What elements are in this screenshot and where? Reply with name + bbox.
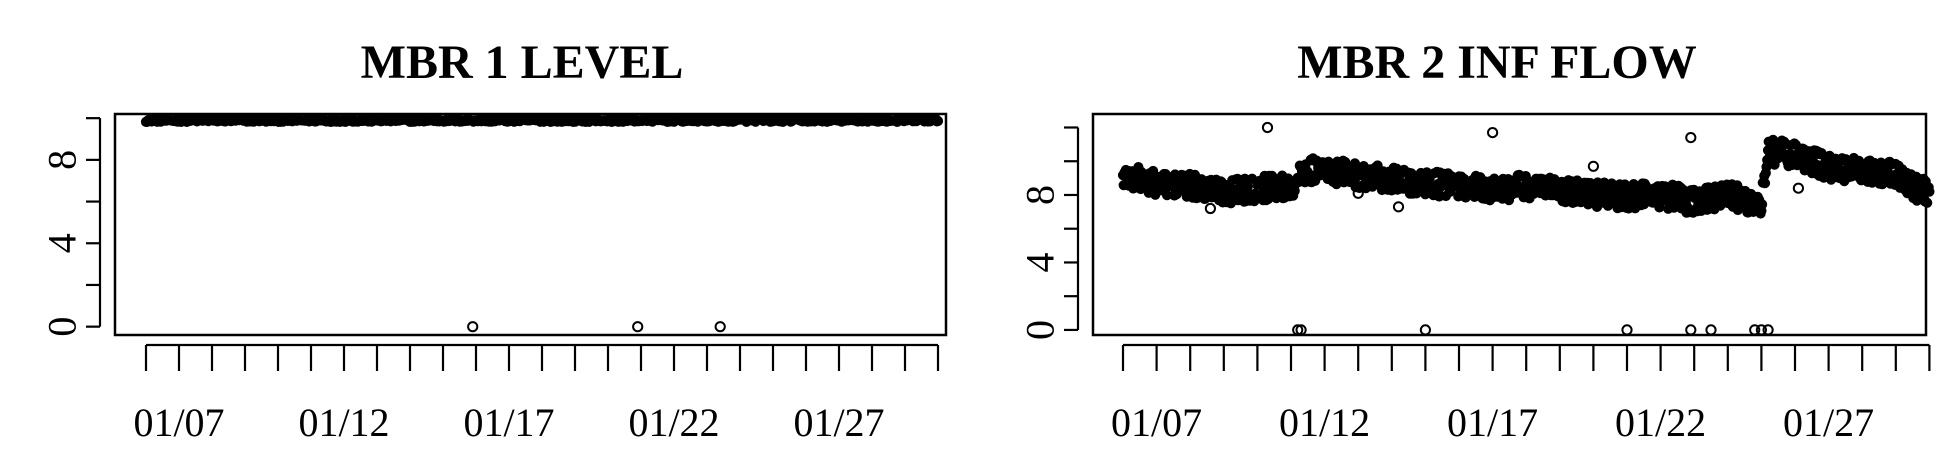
outlier-point	[1392, 201, 1405, 213]
outlier-point	[1685, 324, 1697, 336]
outlier-point	[1705, 324, 1717, 336]
outlier-point	[1261, 121, 1274, 134]
x-tick-label: 01/17	[1447, 400, 1538, 445]
outlier-point	[1487, 127, 1499, 139]
x-axis: 01/07 01/12 01/17 01/22 01/27	[1111, 343, 1931, 445]
x-tick-label: 01/27	[793, 400, 884, 445]
x-tick-label: 01/22	[1615, 400, 1706, 445]
y-tick-label: 8	[40, 150, 85, 170]
x-tick-label: 01/17	[463, 400, 554, 445]
x-axis: 01/07 01/12 01/17 01/22 01/27	[133, 343, 940, 445]
chart-title: MBR 1 LEVEL	[361, 36, 684, 89]
y-tick-label: 8	[1018, 185, 1063, 205]
data-points	[1117, 121, 1935, 336]
outlier-point	[1295, 324, 1307, 336]
data-point	[1242, 181, 1253, 193]
y-tick-label: 0	[1018, 320, 1063, 340]
data-point	[932, 115, 944, 127]
plot-frame	[113, 112, 948, 337]
chart-title: MBR 2 INF FLOW	[1297, 36, 1697, 89]
outlier-point	[1204, 202, 1217, 215]
y-axis: 0 4 8	[1018, 126, 1080, 340]
y-tick-label: 4	[40, 233, 85, 253]
outlier-point	[1587, 160, 1600, 172]
data-point	[1759, 178, 1771, 189]
outlier-point	[1749, 324, 1761, 336]
x-tick-label: 01/27	[1783, 400, 1874, 445]
y-tick-label: 0	[40, 317, 85, 337]
x-tick-label: 01/07	[133, 400, 224, 445]
data-points	[140, 113, 944, 333]
plot-frame	[1091, 112, 1928, 337]
outlier-point	[1792, 182, 1805, 194]
y-tick-label: 4	[1018, 252, 1063, 272]
data-point	[1924, 186, 1935, 197]
outlier-point	[714, 321, 726, 333]
x-tick-label: 01/07	[1111, 400, 1202, 445]
outlier-point	[1419, 324, 1432, 336]
outlier-point	[1292, 324, 1304, 336]
data-point	[1922, 197, 1933, 208]
outlier-point	[1621, 324, 1633, 336]
outlier-point	[1352, 187, 1364, 199]
panel-mbr1-level: MBR 1 LEVEL 0 4 8 01/07 01/12 01/17 01/22 01/2…	[40, 36, 948, 445]
outlier-point	[1762, 324, 1774, 336]
y-axis: 0 4 8	[40, 117, 102, 337]
x-tick-label: 01/22	[628, 400, 719, 445]
outlier-point	[632, 321, 644, 333]
panel-mbr2-inf-flow: MBR 2 INF FLOW 048 01/07 01/12 01/17 01/22 0…	[1018, 36, 1935, 445]
outlier-point	[1755, 324, 1768, 336]
data-point	[1757, 199, 1768, 210]
x-tick-label: 01/12	[298, 400, 389, 445]
outlier-point	[467, 321, 479, 333]
outlier-point	[1685, 132, 1697, 144]
x-tick-label: 01/12	[1279, 400, 1370, 445]
